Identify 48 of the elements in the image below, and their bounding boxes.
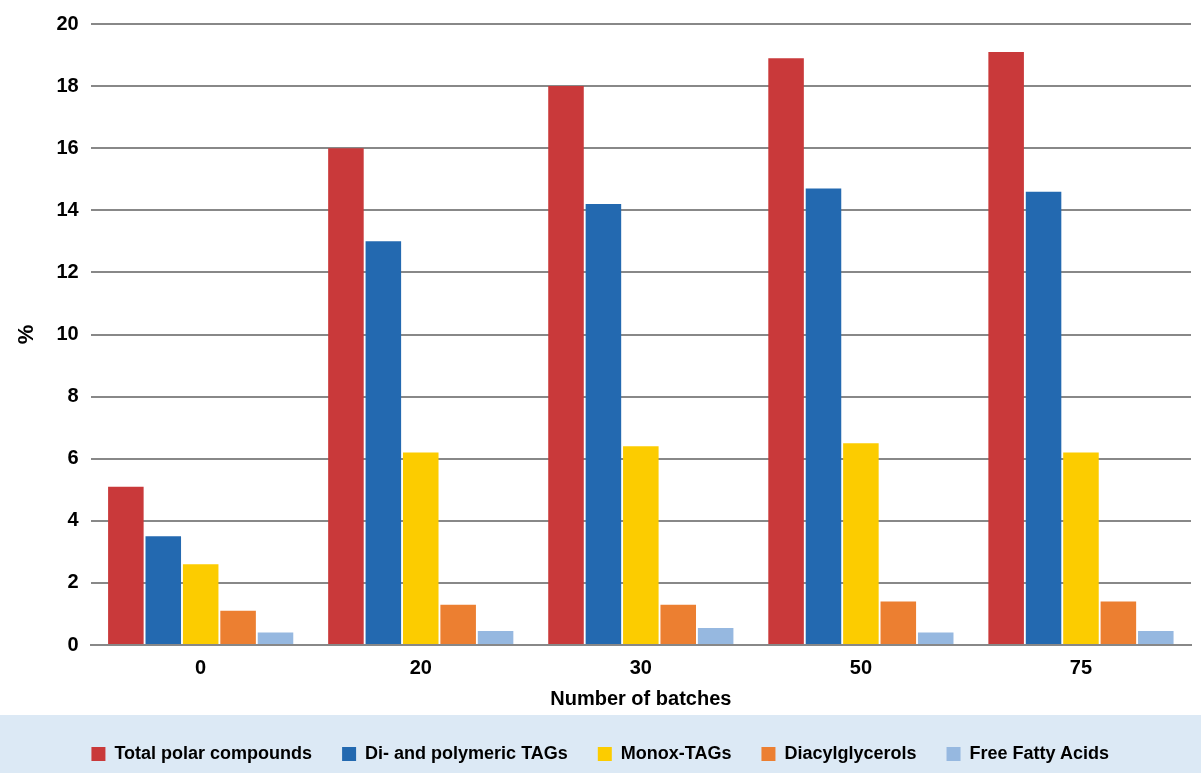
bar bbox=[365, 241, 402, 644]
bar bbox=[988, 51, 1024, 644]
y-tick-label: 6 bbox=[67, 446, 79, 469]
bar bbox=[697, 627, 734, 644]
bar bbox=[220, 610, 256, 644]
bar bbox=[585, 204, 622, 644]
y-tick-label: 4 bbox=[67, 508, 80, 531]
bar bbox=[257, 632, 294, 644]
x-tick-label: 75 bbox=[1069, 655, 1093, 678]
bar bbox=[145, 536, 182, 644]
y-tick-label: 0 bbox=[67, 632, 79, 655]
bar bbox=[328, 148, 364, 644]
bar bbox=[1025, 191, 1062, 644]
bar bbox=[108, 486, 144, 644]
y-tick-label: 10 bbox=[56, 322, 79, 345]
bar bbox=[843, 443, 879, 644]
y-tick-label: 2 bbox=[67, 570, 79, 593]
legend-label: Diacylglycerols bbox=[784, 742, 917, 763]
bar bbox=[440, 604, 476, 644]
bar bbox=[1138, 631, 1174, 644]
legend-label: Total polar compounds bbox=[114, 742, 313, 763]
y-tick-label: 8 bbox=[67, 384, 79, 407]
y-tick-label: 18 bbox=[56, 73, 79, 96]
y-tick-label: 20 bbox=[56, 11, 79, 34]
legend-label: Di- and polymeric TAGs bbox=[365, 742, 568, 763]
bar bbox=[805, 188, 842, 644]
bar bbox=[880, 601, 917, 644]
bar bbox=[768, 58, 804, 644]
bar bbox=[402, 452, 439, 644]
bar bbox=[623, 446, 659, 644]
x-axis-title: Number of batches bbox=[550, 686, 732, 709]
x-tick-label: 30 bbox=[629, 655, 652, 678]
x-tick-label: 50 bbox=[849, 655, 873, 678]
bar bbox=[182, 564, 219, 644]
bar bbox=[548, 86, 584, 644]
x-tick-label: 0 bbox=[195, 655, 207, 678]
bar bbox=[1100, 601, 1137, 644]
bar bbox=[1063, 452, 1099, 644]
y-tick-label: 16 bbox=[56, 135, 79, 158]
y-tick-label: 12 bbox=[56, 259, 79, 282]
legend-label: Free Fatty Acids bbox=[969, 742, 1109, 763]
legend-label: Monox-TAGs bbox=[620, 742, 732, 763]
bar bbox=[477, 631, 514, 644]
bar bbox=[660, 604, 697, 644]
y-axis-title: % bbox=[13, 324, 39, 345]
y-tick-label: 14 bbox=[56, 197, 80, 220]
bar bbox=[917, 632, 954, 644]
x-tick-label: 20 bbox=[409, 655, 432, 678]
